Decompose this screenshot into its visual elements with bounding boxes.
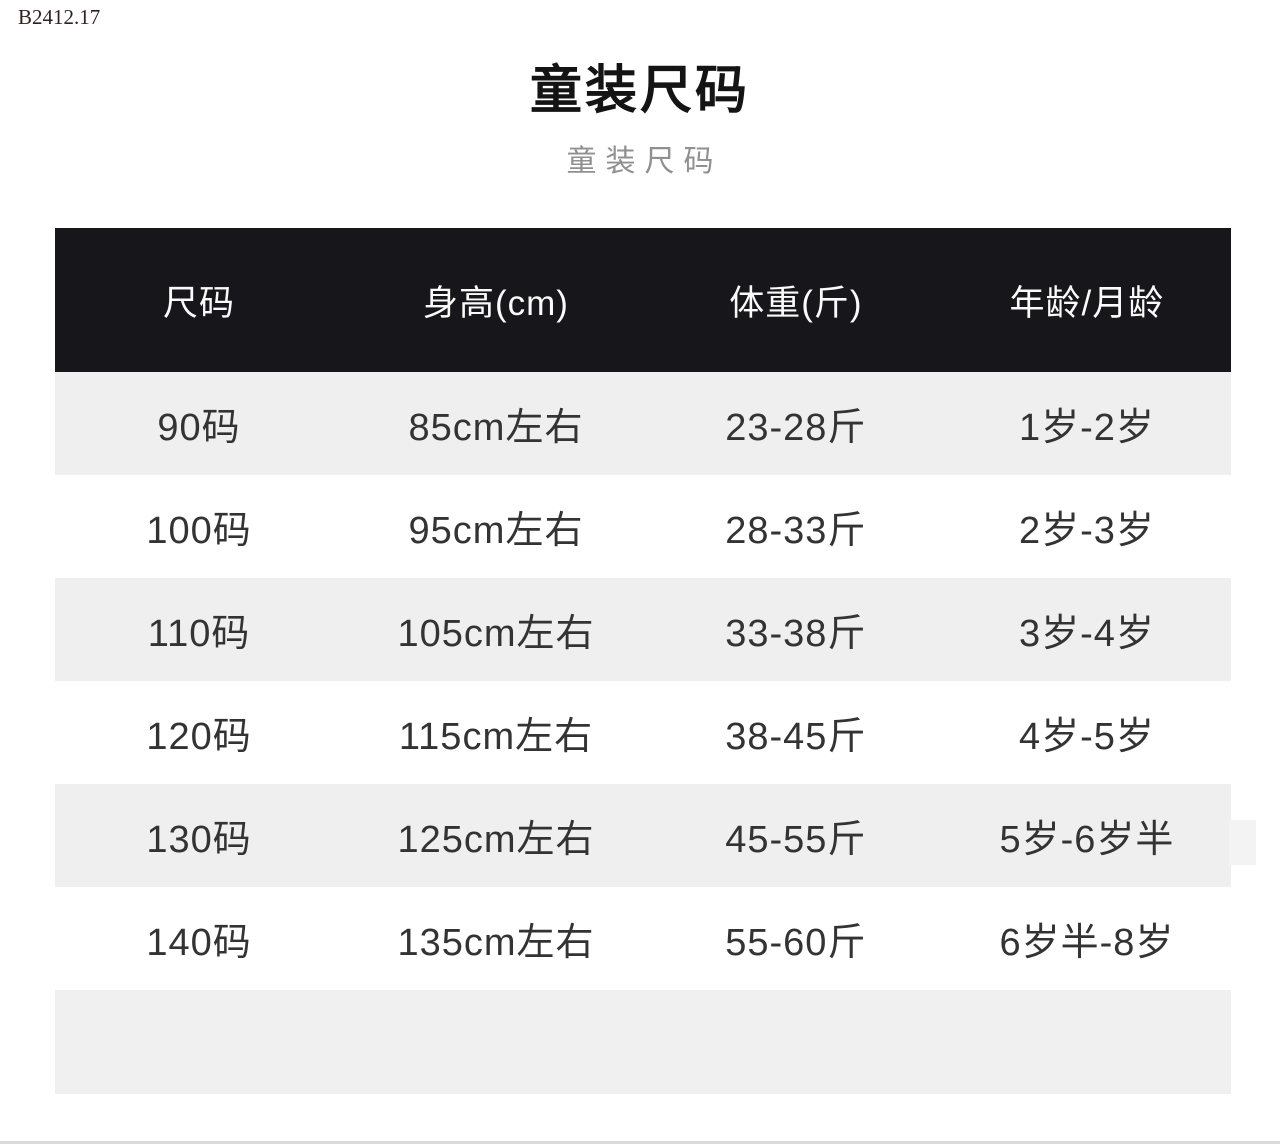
- table-cell: 140码: [146, 922, 252, 964]
- table-cell: 28-33斤: [725, 510, 867, 552]
- table-cell: 45-55斤: [725, 819, 867, 861]
- table-cell: 6岁半-8岁: [999, 922, 1175, 964]
- column-header-height: 身高(cm): [423, 283, 569, 323]
- table-cell: 23-28斤: [725, 407, 867, 449]
- table-cell: 110码: [147, 613, 251, 655]
- table-cell: 100码: [146, 510, 252, 552]
- column-header-size: 尺码: [163, 283, 236, 323]
- table-header-row: 尺码 身高(cm) 体重(斤) 年龄/月龄: [55, 228, 1231, 372]
- column-header-age: 年龄/月龄: [1009, 283, 1165, 323]
- table-cell: 95cm左右: [408, 510, 584, 552]
- table-body: 90码 85cm左右 23-28斤 1岁-2岁 100码 95cm左右 28-33斤 2岁-3…: [55, 372, 1231, 990]
- table-cell: 125cm左右: [397, 819, 595, 861]
- table-row: 130码 125cm左右 45-55斤 5岁-6岁半: [55, 784, 1231, 887]
- table-cell: 3岁-4岁: [1018, 613, 1155, 655]
- table-cell: 135cm左右: [397, 922, 595, 964]
- table-cell: 55-60斤: [725, 922, 867, 964]
- product-id-label: B2412.17: [18, 5, 101, 29]
- table-cell: 105cm左右: [397, 613, 595, 655]
- empty-footer-row: [55, 990, 1231, 1094]
- table-row: 90码 85cm左右 23-28斤 1岁-2岁: [55, 372, 1231, 475]
- table-cell: 130码: [146, 819, 252, 861]
- table-cell: 85cm左右: [408, 407, 584, 449]
- page-subtitle: 童装尺码: [566, 145, 723, 178]
- table-cell: 38-45斤: [725, 716, 867, 758]
- table-row: 120码 115cm左右 38-45斤 4岁-5岁: [55, 681, 1231, 784]
- table-row: 110码 105cm左右 33-38斤 3岁-4岁: [55, 578, 1231, 681]
- table-cell: 33-38斤: [725, 613, 867, 655]
- table-cell: 120码: [146, 716, 252, 758]
- table-cell: 2岁-3岁: [1018, 510, 1155, 552]
- size-chart-table: 尺码 身高(cm) 体重(斤) 年龄/月龄 90码 85cm左右 23-28斤 1岁-…: [55, 228, 1231, 1094]
- row-side-notch: [1229, 820, 1256, 865]
- table-cell: 5岁-6岁半: [999, 819, 1175, 861]
- page-title: 童装尺码: [529, 62, 750, 120]
- table-cell: 1岁-2岁: [1018, 407, 1155, 449]
- table-cell: 115cm左右: [398, 716, 594, 758]
- table-cell: 90码: [157, 407, 241, 449]
- table-row: 140码 135cm左右 55-60斤 6岁半-8岁: [55, 887, 1231, 990]
- bottom-edge-line: [0, 1141, 1280, 1144]
- table-cell: 4岁-5岁: [1018, 716, 1155, 758]
- column-header-weight: 体重(斤): [729, 283, 863, 323]
- table-row: 100码 95cm左右 28-33斤 2岁-3岁: [55, 475, 1231, 578]
